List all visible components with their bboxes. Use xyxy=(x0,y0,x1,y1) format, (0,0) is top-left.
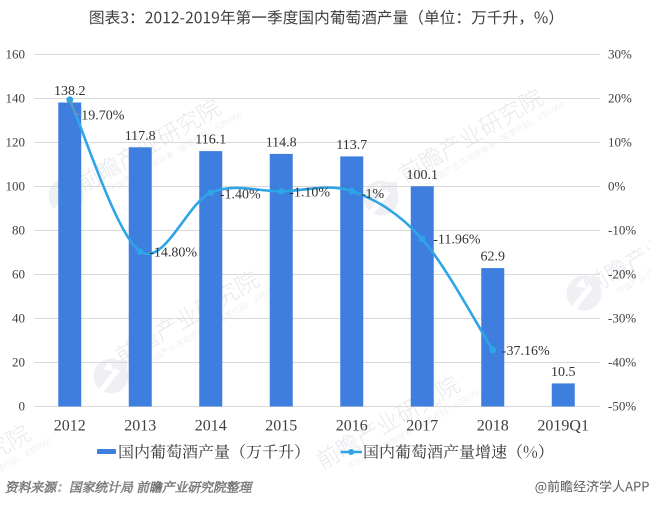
svg-text:-1.10%: -1.10% xyxy=(289,186,330,201)
svg-text:62.9: 62.9 xyxy=(481,250,506,265)
svg-text:80: 80 xyxy=(12,223,25,238)
svg-text:120: 120 xyxy=(6,135,26,150)
svg-text:2017: 2017 xyxy=(406,418,438,435)
svg-text:-50%: -50% xyxy=(608,399,636,414)
svg-text:-20%: -20% xyxy=(608,267,636,282)
svg-text:0%: 0% xyxy=(608,179,626,194)
svg-text:0: 0 xyxy=(19,399,26,414)
svg-text:10%: 10% xyxy=(608,135,632,150)
svg-text:100.1: 100.1 xyxy=(406,168,438,183)
svg-text:100: 100 xyxy=(6,179,26,194)
svg-text:-1.40%: -1.40% xyxy=(220,188,261,203)
svg-text:-10%: -10% xyxy=(608,223,636,238)
svg-text:2015: 2015 xyxy=(265,418,297,435)
svg-text:-30%: -30% xyxy=(608,311,636,326)
svg-text:2012: 2012 xyxy=(54,418,86,435)
svg-text:10.5: 10.5 xyxy=(551,365,576,380)
svg-text:-37.16%: -37.16% xyxy=(502,344,550,359)
svg-text:2019Q1: 2019Q1 xyxy=(537,418,589,435)
svg-text:20%: 20% xyxy=(608,91,632,106)
svg-text:138.2: 138.2 xyxy=(54,84,86,99)
svg-text:19.70%: 19.70% xyxy=(81,109,125,124)
svg-text:-1%: -1% xyxy=(361,187,385,202)
svg-text:114.8: 114.8 xyxy=(266,136,297,151)
svg-text:160: 160 xyxy=(6,47,26,62)
svg-text:117.8: 117.8 xyxy=(125,129,156,144)
svg-text:-40%: -40% xyxy=(608,355,636,370)
svg-text:40: 40 xyxy=(12,311,25,326)
svg-text:113.7: 113.7 xyxy=(336,138,367,153)
svg-text:-11.96%: -11.96% xyxy=(433,233,481,248)
svg-text:30%: 30% xyxy=(608,47,632,62)
svg-text:116.1: 116.1 xyxy=(195,133,226,148)
svg-text:20: 20 xyxy=(12,355,25,370)
svg-text:2016: 2016 xyxy=(336,418,368,435)
svg-text:-14.80%: -14.80% xyxy=(149,246,197,261)
svg-text:2018: 2018 xyxy=(477,418,509,435)
svg-text:2013: 2013 xyxy=(124,418,156,435)
svg-text:2014: 2014 xyxy=(195,418,227,435)
svg-text:60: 60 xyxy=(12,267,25,282)
svg-text:140: 140 xyxy=(6,91,26,106)
